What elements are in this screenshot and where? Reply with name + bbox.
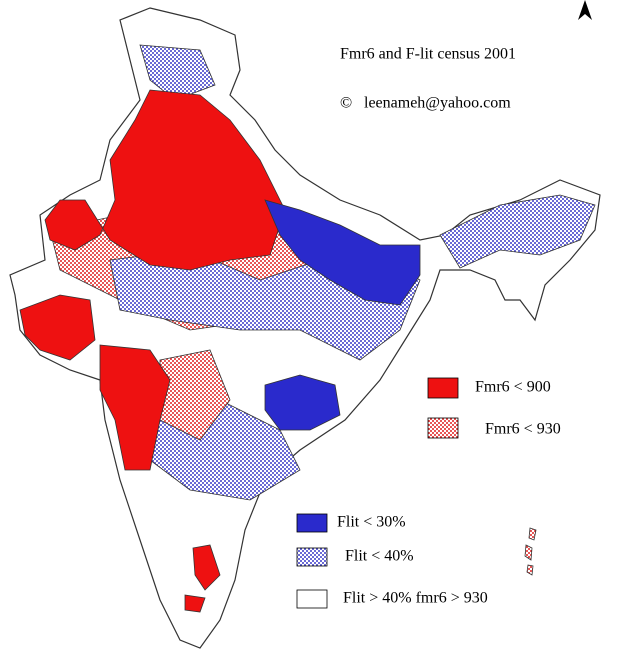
legend-swatch	[296, 513, 328, 533]
legend-swatch	[427, 417, 459, 439]
legend-label: Fmr6 < 900	[475, 379, 551, 396]
region-red	[19, 294, 96, 361]
credit: leenameh@yahoo.com	[364, 95, 511, 112]
legend-label: Flit > 40% fmr6 > 930	[343, 590, 488, 607]
region-red	[44, 89, 286, 271]
region-red	[184, 594, 206, 613]
legend-label: Flit < 40%	[345, 548, 414, 565]
region-red	[99, 344, 171, 471]
island	[524, 527, 537, 576]
india-map	[9, 7, 601, 649]
region-blue	[264, 199, 421, 306]
legend-swatch	[296, 547, 328, 567]
legend-label: Fmr6 < 930	[485, 421, 561, 438]
legend	[296, 377, 459, 609]
copyright-symbol: ©	[340, 95, 352, 112]
region-blue	[264, 374, 341, 431]
region-red	[192, 544, 221, 591]
legend-label: Flit < 30%	[337, 514, 406, 531]
region-blue-dot	[439, 194, 596, 269]
region-blue-dot	[139, 44, 216, 101]
map-title: Fmr6 and F-lit census 2001	[340, 46, 516, 63]
legend-swatch	[296, 589, 328, 609]
legend-swatch	[427, 377, 459, 399]
north-arrow	[578, 0, 592, 20]
